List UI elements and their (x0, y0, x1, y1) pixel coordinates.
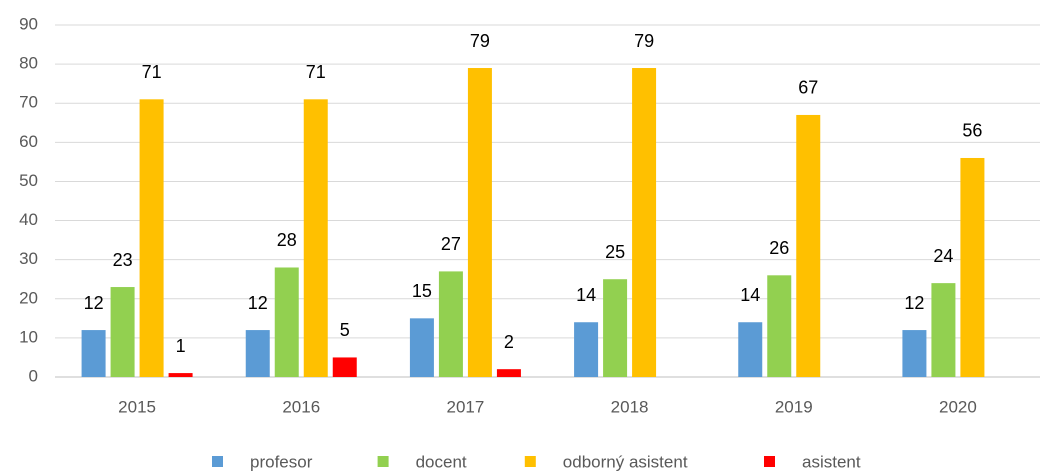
data-label: 26 (769, 238, 789, 258)
data-label: 12 (248, 293, 268, 313)
data-label: 71 (306, 62, 326, 82)
legend-swatch (764, 456, 775, 467)
legend-label: asistent (802, 452, 861, 471)
bar (168, 373, 193, 377)
legend-swatch (377, 456, 389, 467)
data-label: 12 (84, 293, 104, 313)
y-tick-label: 30 (19, 249, 38, 268)
bar (574, 322, 599, 377)
bar (467, 68, 492, 378)
data-label: 28 (277, 230, 297, 250)
bar (496, 369, 521, 377)
y-tick-label: 50 (19, 171, 38, 190)
bar (245, 330, 270, 377)
bar (332, 357, 357, 377)
data-label: 25 (605, 242, 625, 262)
data-label: 23 (113, 250, 133, 270)
bar (139, 99, 164, 378)
data-label: 14 (576, 285, 596, 305)
data-label: 15 (412, 281, 432, 301)
bar (931, 283, 956, 377)
bar (796, 114, 821, 377)
bar (632, 68, 657, 378)
y-tick-label: 70 (19, 93, 38, 112)
bar (81, 330, 106, 377)
bar (767, 275, 792, 377)
bar (738, 322, 763, 377)
x-tick-label: 2017 (447, 397, 485, 416)
y-tick-label: 20 (19, 288, 38, 307)
data-label: 67 (798, 78, 818, 98)
y-tick-label: 80 (19, 54, 38, 73)
data-label: 14 (740, 285, 760, 305)
bar (303, 99, 328, 378)
legend-swatch (212, 456, 223, 467)
bar (902, 330, 927, 377)
x-tick-label: 2015 (118, 397, 156, 416)
data-label: 79 (470, 31, 490, 51)
bar (110, 287, 135, 377)
y-tick-label: 40 (19, 210, 38, 229)
data-label: 56 (962, 121, 982, 141)
legend-label: docent (416, 452, 467, 471)
bar (960, 157, 985, 377)
data-label: 12 (904, 293, 924, 313)
bar (409, 318, 434, 377)
y-tick-label: 0 (29, 366, 38, 385)
y-tick-label: 10 (19, 327, 38, 346)
bar (603, 279, 628, 377)
y-tick-label: 90 (19, 14, 38, 33)
legend-label: profesor (250, 452, 313, 471)
legend-swatch (524, 456, 536, 467)
x-tick-label: 2020 (939, 397, 977, 416)
legend-label: odborný asistent (563, 452, 688, 471)
x-tick-label: 2019 (775, 397, 813, 416)
data-label: 71 (142, 62, 162, 82)
x-tick-label: 2016 (282, 397, 320, 416)
bar (274, 267, 299, 377)
bar (438, 271, 463, 377)
data-label: 5 (340, 320, 350, 340)
x-tick-label: 2018 (611, 397, 649, 416)
data-label: 27 (441, 234, 461, 254)
data-label: 24 (933, 246, 953, 266)
data-label: 1 (176, 336, 186, 356)
data-label: 2 (504, 332, 514, 352)
y-tick-label: 60 (19, 132, 38, 151)
data-label: 79 (634, 31, 654, 51)
